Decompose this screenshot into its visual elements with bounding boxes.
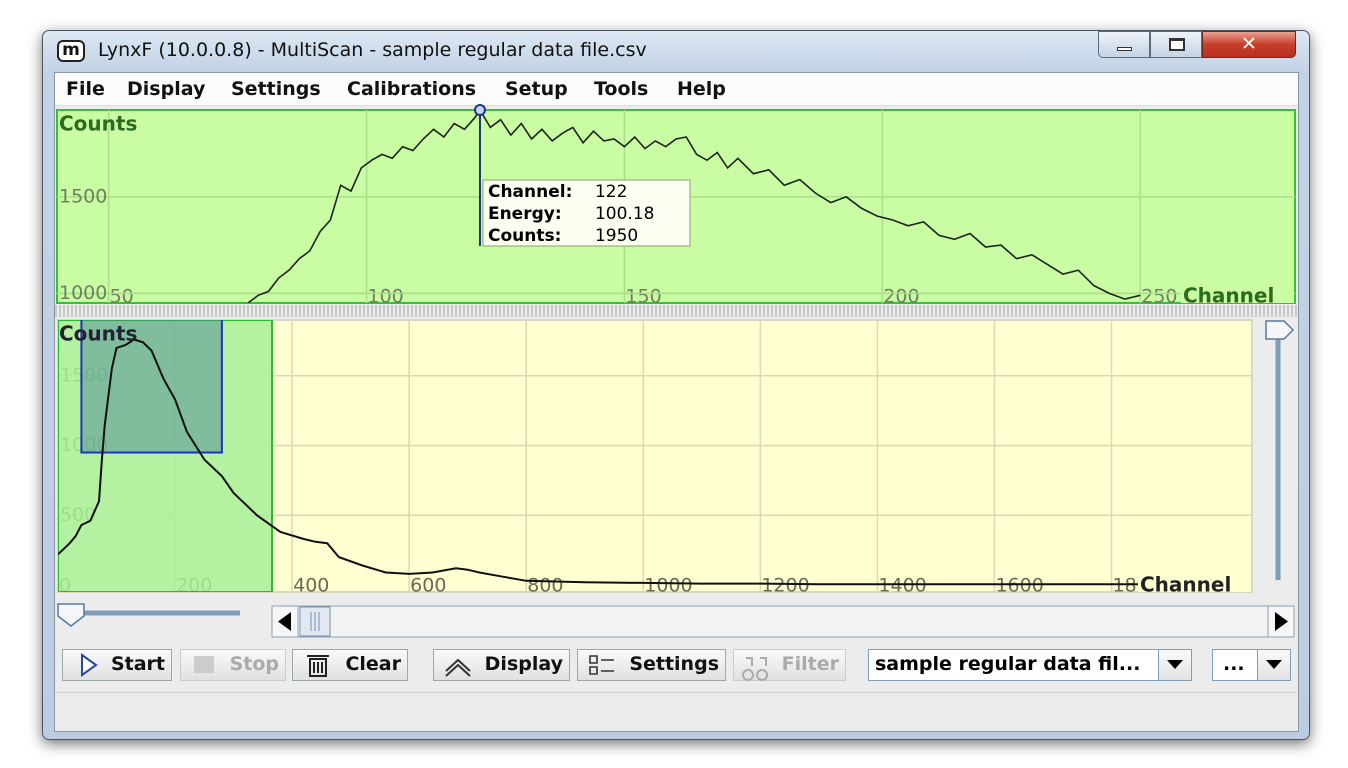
content-panel [54,72,1299,732]
menu-item[interactable]: Display [127,78,206,100]
maximize-button[interactable] [1150,31,1202,58]
menu-item[interactable]: Tools [594,78,649,100]
stop-button[interactable]: Stop [180,649,286,681]
menu-bar [55,73,1298,106]
menu-item[interactable]: Settings [231,78,321,100]
menu-item[interactable]: File [66,78,105,100]
combo-arrow[interactable] [1158,650,1191,680]
display-button[interactable]: Display [433,649,570,681]
app-icon: m [57,40,85,62]
close-button[interactable]: ✕ [1202,31,1296,58]
window-title: LynxF (10.0.0.8) - MultiScan - sample re… [98,39,647,61]
menu-item[interactable]: Calibrations [347,78,477,100]
minimize-button[interactable] [1098,31,1150,58]
filter-button[interactable]: Filter [733,649,846,681]
settings-button[interactable]: Settings [577,649,726,681]
status-bar [56,692,1297,730]
split-divider[interactable] [55,305,1298,317]
combo-arrow[interactable] [1257,650,1290,680]
clear-button[interactable]: Clear [292,649,408,681]
start-button[interactable]: Start [62,649,172,681]
file-combo[interactable]: sample regular data fil... [868,649,1192,681]
menu-item[interactable]: Setup [505,78,568,100]
menu-item[interactable]: Help [677,78,726,100]
